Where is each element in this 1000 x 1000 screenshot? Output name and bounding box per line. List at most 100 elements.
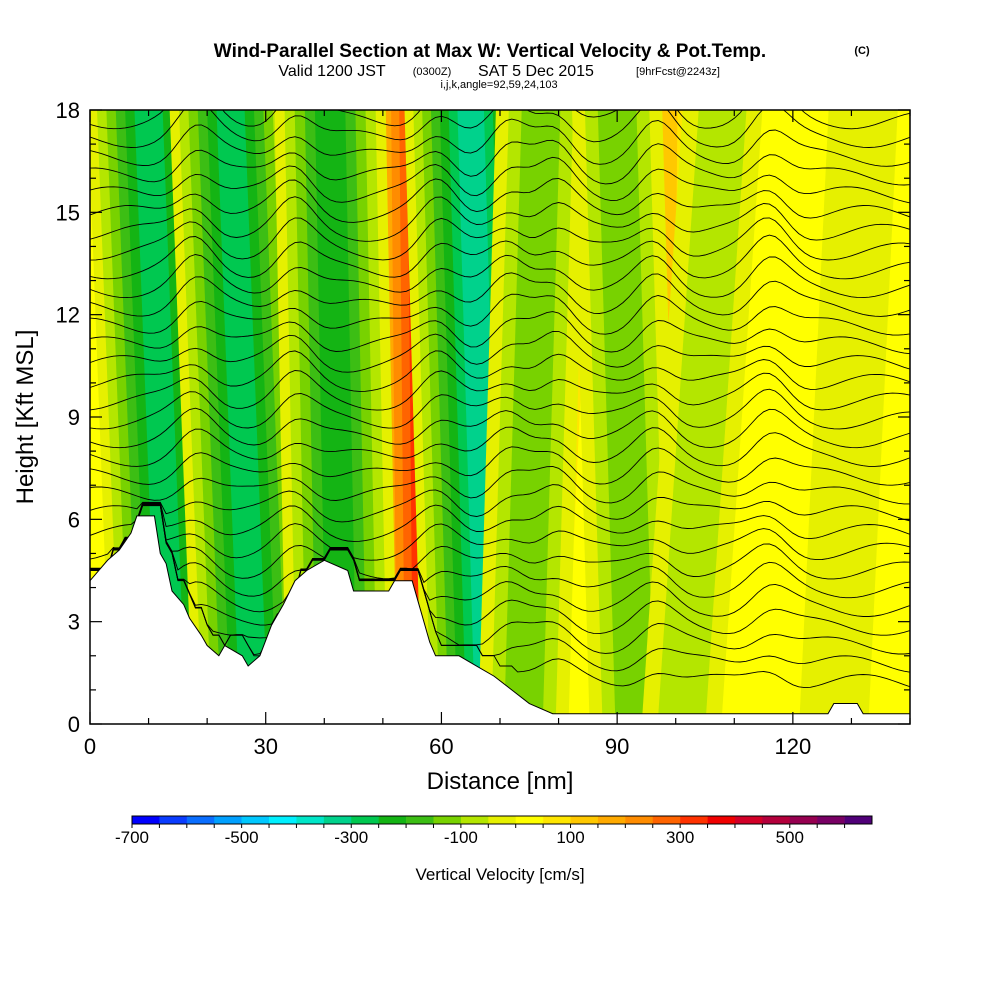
downdraft-band-6-level-3 [597, 110, 655, 724]
colorbar-tick-label: -500 [225, 828, 259, 847]
theta-contour-10 [90, 484, 910, 523]
colorbar-swatch-8 [323, 816, 352, 824]
colorbar-swatch-19 [625, 816, 654, 824]
colorbar-swatch-2 [159, 816, 188, 824]
colorbar-tick-label: -300 [334, 828, 368, 847]
theta-contour-7 [90, 502, 910, 580]
colorbar-swatch-27 [844, 816, 873, 824]
x-tick-label: 60 [429, 734, 453, 759]
y-tick-label: 3 [68, 610, 80, 635]
colorbar-swatch-9 [351, 816, 379, 824]
colorbar-swatch-16 [543, 816, 571, 824]
theta-contour-26 [90, 177, 910, 223]
copyright-mark: (C) [854, 45, 870, 57]
theta-contour-18 [90, 330, 910, 373]
colorbar-swatch-24 [762, 816, 791, 824]
y-tick-label: 6 [68, 507, 80, 532]
theta-contour-14 [90, 407, 910, 449]
downdraft-band-5-level-3 [504, 110, 561, 724]
y-tick-label: 9 [68, 405, 80, 430]
potential-temperature-contours [90, 110, 910, 689]
colorbar-tick-label: -700 [115, 828, 149, 847]
colorbar-tick-label: 300 [666, 828, 694, 847]
downdraft-band-2-level-6 [216, 110, 269, 724]
theta-contour-23 [90, 234, 910, 280]
colorbar-swatch-7 [296, 816, 325, 824]
theta-contour-20 [90, 293, 910, 336]
valid-date: SAT 5 Dec 2015 [478, 63, 594, 80]
colorbar-swatch-23 [734, 816, 763, 824]
colorbar-swatch-1 [132, 816, 160, 824]
y-axis-label: Height [Kft MSL] [12, 330, 39, 505]
colorbar-tick-label: 500 [776, 828, 804, 847]
colorbar-swatch-22 [707, 816, 736, 824]
y-tick-label: 0 [68, 712, 80, 737]
x-tick-label: 30 [253, 734, 277, 759]
downdraft-band-8-level-1 [799, 110, 898, 724]
theta-contour-29 [90, 118, 910, 167]
colorbar-swatch-20 [652, 816, 681, 824]
colorbar-swatch-4 [214, 816, 242, 824]
valid-time: Valid 1200 JST [278, 63, 386, 80]
theta-contour-5 [90, 503, 910, 617]
x-tick-label: 120 [774, 734, 811, 759]
theta-contour-24 [90, 217, 910, 261]
x-axis: 0 30 60 90 120 [84, 110, 911, 759]
theta-contour-19 [90, 311, 910, 355]
theta-contour-21 [90, 272, 910, 317]
theta-contour-16 [90, 370, 910, 411]
downdraft-band-7-level-2 [657, 110, 747, 724]
theta-contour-4 [90, 504, 910, 636]
colorbar-swatch-15 [515, 816, 544, 824]
theta-contour-11 [90, 466, 910, 505]
y-tick-label: 18 [56, 98, 80, 123]
colorbar-swatch-17 [570, 816, 599, 824]
y-axis: 0 3 6 9 12 15 18 [56, 98, 910, 737]
theta-contour-13 [90, 426, 910, 467]
colorbar-label: Vertical Velocity [cm/s] [415, 865, 584, 884]
colorbar-swatch-25 [789, 816, 818, 824]
colorbar-frame [131, 815, 873, 825]
theta-contour-30 [90, 110, 910, 148]
x-axis-label: Distance [nm] [427, 768, 574, 795]
colorbar-swatch-26 [817, 816, 845, 824]
colorbar-swatch-10 [378, 816, 407, 824]
vertical-velocity-shading [90, 110, 898, 724]
colorbar-swatch-6 [269, 816, 297, 824]
theta-contour-22 [90, 254, 910, 299]
theta-contour-27 [90, 156, 910, 204]
theta-contour-28 [90, 139, 910, 186]
theta-contour-25 [90, 196, 910, 242]
utc-time: (0300Z) [413, 66, 452, 78]
theta-contour-6 [90, 503, 910, 599]
theta-contour-17 [90, 350, 910, 392]
chart-title: Wind-Parallel Section at Max W: Vertical… [214, 41, 766, 62]
theta-contour-3 [90, 504, 910, 655]
colorbar-swatch-18 [597, 816, 626, 824]
colorbar-tick-label: 100 [556, 828, 584, 847]
downdraft-band-1-level-6 [134, 110, 187, 724]
theta-contour-12 [90, 446, 910, 486]
colorbar-swatch-21 [680, 816, 708, 824]
terrain [90, 515, 910, 724]
colorbar-tick-label: -100 [444, 828, 478, 847]
colorbar-swatch-12 [433, 816, 462, 824]
colorbar-swatch-5 [241, 816, 270, 824]
theta-contour-15 [90, 388, 910, 430]
theta-contour-8 [90, 502, 910, 561]
y-tick-label: 12 [56, 303, 80, 328]
theta-contour-31 [90, 110, 910, 130]
colorbar-swatch-13 [460, 816, 489, 824]
colorbar-swatch-14 [488, 816, 517, 824]
colorbar: -700 -500 -300 -100 100 300 500 [115, 815, 873, 847]
theta-contour-2 [90, 504, 910, 673]
colorbar-swatch-3 [186, 816, 215, 824]
forecast-info: [9hrFcst@2243z] [636, 66, 720, 78]
x-tick-label: 0 [84, 734, 96, 759]
y-tick-label: 15 [56, 200, 80, 225]
x-tick-label: 90 [605, 734, 629, 759]
theta-contour-9 [90, 502, 910, 542]
colorbar-swatch-11 [406, 816, 434, 824]
grid-indices: i,j,k,angle=92,59,24,103 [440, 79, 557, 91]
